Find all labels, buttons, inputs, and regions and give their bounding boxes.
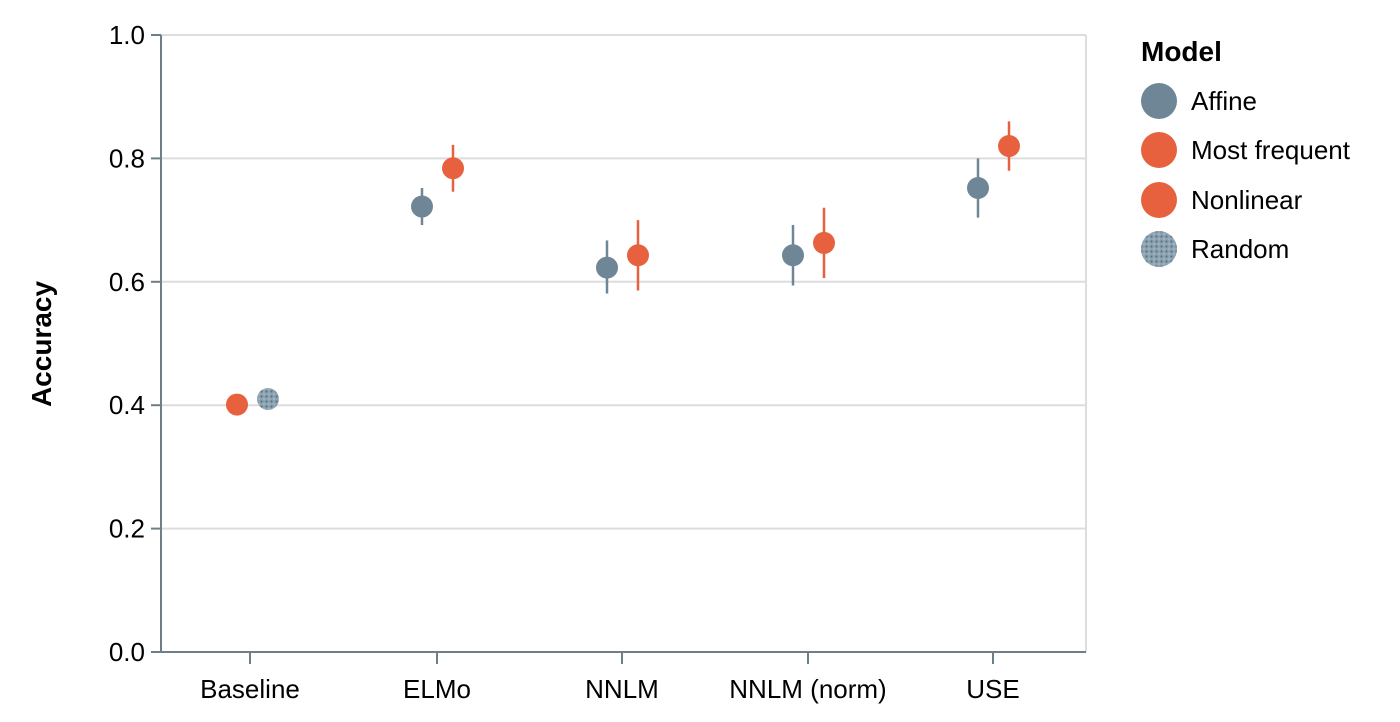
data-point-nonlinear: [627, 244, 649, 267]
legend-title: Model: [1141, 36, 1222, 67]
legend-symbol: [1141, 231, 1177, 267]
y-tick-label: 1.0: [109, 20, 145, 50]
legend-label: Random: [1191, 234, 1289, 264]
y-axis-title: Accuracy: [26, 281, 57, 408]
gridlines: [161, 34, 1087, 653]
y-tick-label: 0.2: [109, 514, 145, 544]
legend: Model Affine Most frequent Nonlinear Random: [1141, 36, 1351, 267]
legend-symbol: [1141, 83, 1177, 119]
data-point-nonlinear: [813, 231, 835, 254]
legend-symbol: [1141, 132, 1177, 168]
x-tick-label: USE: [966, 674, 1019, 704]
x-tick-label: NNLM: [585, 674, 659, 704]
legend-label: Most frequent: [1191, 135, 1351, 165]
y-tick-label: 0.6: [109, 267, 145, 297]
data-point-random: [257, 388, 279, 411]
y-tick-label: 0.0: [109, 637, 145, 667]
legend-label: Nonlinear: [1191, 185, 1303, 215]
data-point-nonlinear: [442, 157, 464, 180]
x-tick-label: ELMo: [403, 674, 471, 704]
data-marks: [226, 121, 1020, 416]
data-point-affine: [596, 256, 618, 279]
legend-symbol: [1141, 182, 1177, 218]
y-tick-label: 0.8: [109, 143, 145, 173]
x-tick-label: Baseline: [200, 674, 300, 704]
data-point-affine: [782, 244, 804, 267]
data-point-nonlinear: [998, 135, 1020, 158]
data-point-affine: [967, 177, 989, 200]
axes: 0.0 0.2 0.4 0.6 0.8 1.0 Baseline ELMo NNLM NNLM (…: [109, 20, 1086, 704]
legend-label: Affine: [1191, 86, 1257, 116]
data-point-most-frequent: [226, 393, 248, 416]
x-tick-label: NNLM (norm): [729, 674, 886, 704]
y-tick-label: 0.4: [109, 390, 145, 420]
data-point-affine: [411, 195, 433, 218]
